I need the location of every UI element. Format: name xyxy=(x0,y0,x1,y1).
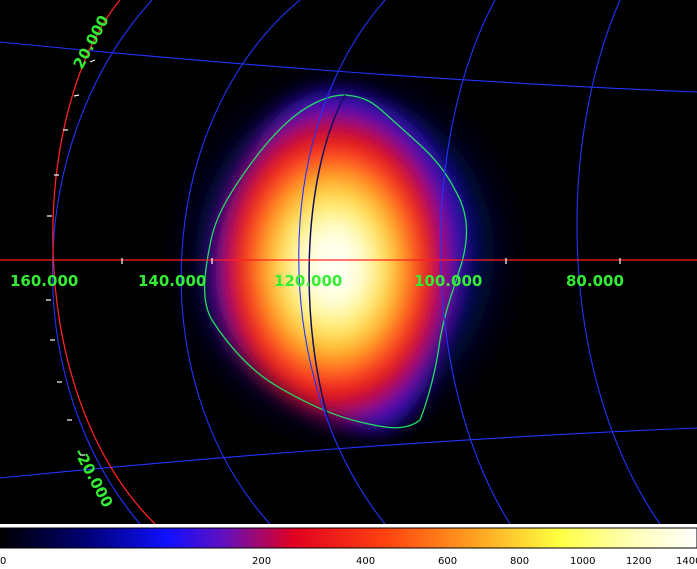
cb-tick-200: 200 xyxy=(252,556,271,567)
cb-tick-600: 600 xyxy=(438,556,457,567)
sky-map: 160.000 140.000 120.000 100.000 80.000 2… xyxy=(0,0,697,524)
boundary-ticks xyxy=(46,59,103,491)
lon-label-80: 80.000 xyxy=(566,272,624,290)
cb-tick-1200: 1200 xyxy=(626,556,651,567)
lon-label-100: 100.000 xyxy=(414,272,482,290)
lon-label-140: 140.000 xyxy=(138,272,206,290)
colorbar: 0 200 400 600 800 1000 1200 1400 xyxy=(0,524,697,569)
colorbar-ticks: 0 200 400 600 800 1000 1200 1400 xyxy=(0,556,697,567)
equator-ticks xyxy=(121,258,621,264)
cb-tick-0: 0 xyxy=(0,556,6,567)
colorbar-gradient xyxy=(0,528,697,548)
cb-tick-1000: 1000 xyxy=(570,556,595,567)
longitude-labels: 160.000 140.000 120.000 100.000 80.000 xyxy=(10,272,624,290)
lon-label-160: 160.000 xyxy=(10,272,78,290)
boundary-arc xyxy=(52,0,156,524)
cb-tick-400: 400 xyxy=(356,556,375,567)
cb-tick-1400: 1400 xyxy=(676,556,697,567)
intensity-contour xyxy=(203,94,468,429)
cb-tick-800: 800 xyxy=(510,556,529,567)
lon-label-120: 120.000 xyxy=(274,272,342,290)
central-meridian xyxy=(308,94,346,425)
